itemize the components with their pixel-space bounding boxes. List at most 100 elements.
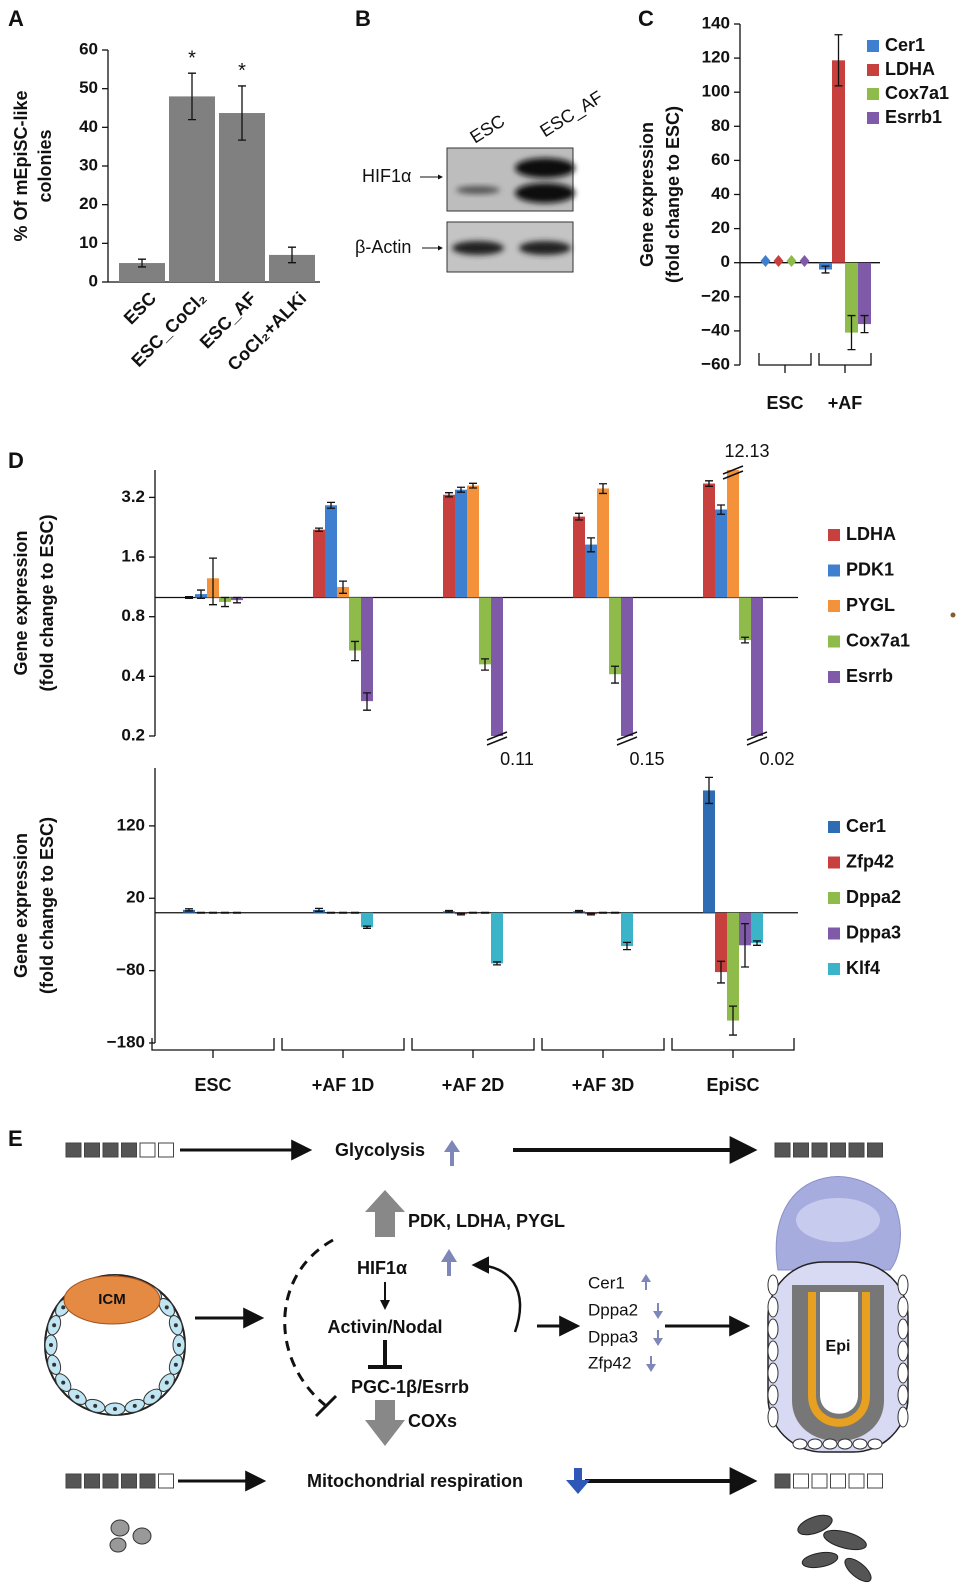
legend-swatch bbox=[867, 64, 879, 76]
bar bbox=[219, 113, 265, 282]
error-bar bbox=[481, 658, 489, 671]
category-bracket bbox=[281, 1038, 405, 1058]
y-tick-label: −180 bbox=[107, 1032, 145, 1051]
legend-swatch bbox=[828, 671, 840, 683]
panel-label: E bbox=[8, 1126, 23, 1151]
nucleus bbox=[132, 1403, 137, 1408]
error-bar bbox=[753, 940, 761, 946]
y-tick-label: 100 bbox=[702, 82, 730, 101]
error-bar bbox=[233, 596, 241, 604]
legend-label: Cox7a1 bbox=[885, 83, 949, 103]
x-tick-label: +AF 3D bbox=[572, 1075, 635, 1095]
legend-label: PYGL bbox=[846, 595, 895, 615]
cell bbox=[767, 1274, 779, 1296]
chart: −180 −80 20 120 Gene expression (fold change … bbox=[11, 768, 901, 1095]
x-tick-label: ESC bbox=[766, 393, 803, 413]
down-arrow bbox=[653, 1303, 663, 1319]
indicator-square bbox=[158, 1473, 174, 1489]
bar bbox=[621, 912, 633, 947]
indicator-square bbox=[774, 1142, 791, 1158]
y-tick-label: 1.6 bbox=[121, 547, 145, 566]
pathway-diagram: Glycolysis PDK, LDHA, PYGL HIF1α Activin… bbox=[44, 612, 956, 1583]
band bbox=[519, 241, 571, 255]
legend-label: Esrrb bbox=[846, 666, 893, 686]
bar bbox=[727, 470, 739, 598]
category-bracket bbox=[411, 1038, 535, 1058]
chart: −60 −40 −20 0 20 40 60 80 100 120 140 Gene expressi… bbox=[637, 13, 949, 412]
panel-label: B bbox=[355, 6, 371, 31]
error-bar bbox=[717, 960, 725, 984]
y-tick-label: 3.2 bbox=[121, 487, 145, 506]
icm bbox=[63, 1275, 161, 1325]
indicator-square bbox=[867, 1142, 883, 1158]
y-axis-label: (fold change to ESC) bbox=[663, 106, 683, 283]
indicator-square bbox=[848, 1142, 865, 1158]
down-arrow bbox=[566, 1468, 590, 1494]
down-arrow bbox=[646, 1356, 656, 1372]
value-label: 0.11 bbox=[500, 749, 534, 769]
error-bar bbox=[493, 961, 501, 966]
plot-area bbox=[119, 72, 315, 282]
error-bar bbox=[288, 246, 296, 264]
mitochondrion bbox=[823, 1529, 867, 1551]
y-tick-label: 40 bbox=[79, 117, 98, 136]
error-bar bbox=[575, 909, 583, 913]
bar bbox=[361, 597, 373, 702]
y-tick-label: 0 bbox=[721, 252, 730, 271]
error-bar bbox=[860, 314, 869, 334]
cell bbox=[767, 1406, 779, 1428]
nucleus bbox=[61, 1305, 66, 1310]
lane-label: ESC bbox=[466, 111, 508, 148]
marker bbox=[773, 254, 784, 267]
y-tick-label: 10 bbox=[79, 233, 98, 252]
bar bbox=[832, 60, 845, 263]
marker bbox=[760, 254, 771, 267]
cell bbox=[897, 1362, 909, 1384]
legend-swatch bbox=[828, 892, 840, 904]
error-bar bbox=[587, 912, 595, 916]
error-bar bbox=[327, 501, 335, 509]
error-bar bbox=[741, 922, 749, 968]
bar bbox=[751, 912, 763, 944]
significance: * bbox=[188, 47, 196, 69]
x-tick-label: +AF 2D bbox=[442, 1075, 505, 1095]
nucleus bbox=[52, 1362, 57, 1367]
error-bar bbox=[599, 911, 607, 914]
error-bar bbox=[315, 907, 323, 912]
nucleus bbox=[177, 1343, 181, 1347]
legend-label: Cer1 bbox=[885, 35, 925, 55]
error-bar bbox=[729, 1005, 737, 1036]
bar bbox=[349, 597, 361, 651]
y-tick-label: −20 bbox=[701, 286, 730, 305]
error-bar bbox=[469, 482, 477, 489]
bar bbox=[585, 544, 597, 598]
cell bbox=[767, 1340, 779, 1362]
cell bbox=[867, 1438, 883, 1450]
value-label: 12.13 bbox=[724, 441, 769, 461]
indicator-square bbox=[65, 1142, 82, 1158]
cell bbox=[767, 1318, 779, 1340]
nucleus bbox=[164, 1380, 169, 1385]
legend-swatch bbox=[867, 112, 879, 124]
legend-label: Esrrb1 bbox=[885, 107, 942, 127]
error-bar bbox=[197, 589, 205, 600]
error-bar bbox=[611, 665, 619, 684]
nucleus bbox=[49, 1343, 53, 1347]
error-bar bbox=[445, 909, 453, 913]
y-tick-label: 20 bbox=[126, 888, 145, 907]
axis-break bbox=[616, 731, 638, 746]
nucleus bbox=[173, 1323, 178, 1328]
legend-swatch bbox=[828, 564, 840, 577]
label: Glycolysis bbox=[335, 1140, 425, 1160]
error-bar bbox=[185, 595, 193, 600]
bar bbox=[573, 516, 585, 598]
category-bracket bbox=[541, 1038, 665, 1058]
label: HIF1α bbox=[357, 1258, 407, 1278]
y-tick-label: 0.4 bbox=[121, 666, 145, 685]
down-arrow bbox=[653, 1330, 663, 1346]
cell bbox=[767, 1296, 779, 1318]
error-bar bbox=[717, 504, 725, 515]
mitochondrion bbox=[801, 1551, 839, 1569]
chart: 0 10 20 30 40 50 60 % Of mEpiSC-like colonies ESC… bbox=[11, 39, 320, 375]
